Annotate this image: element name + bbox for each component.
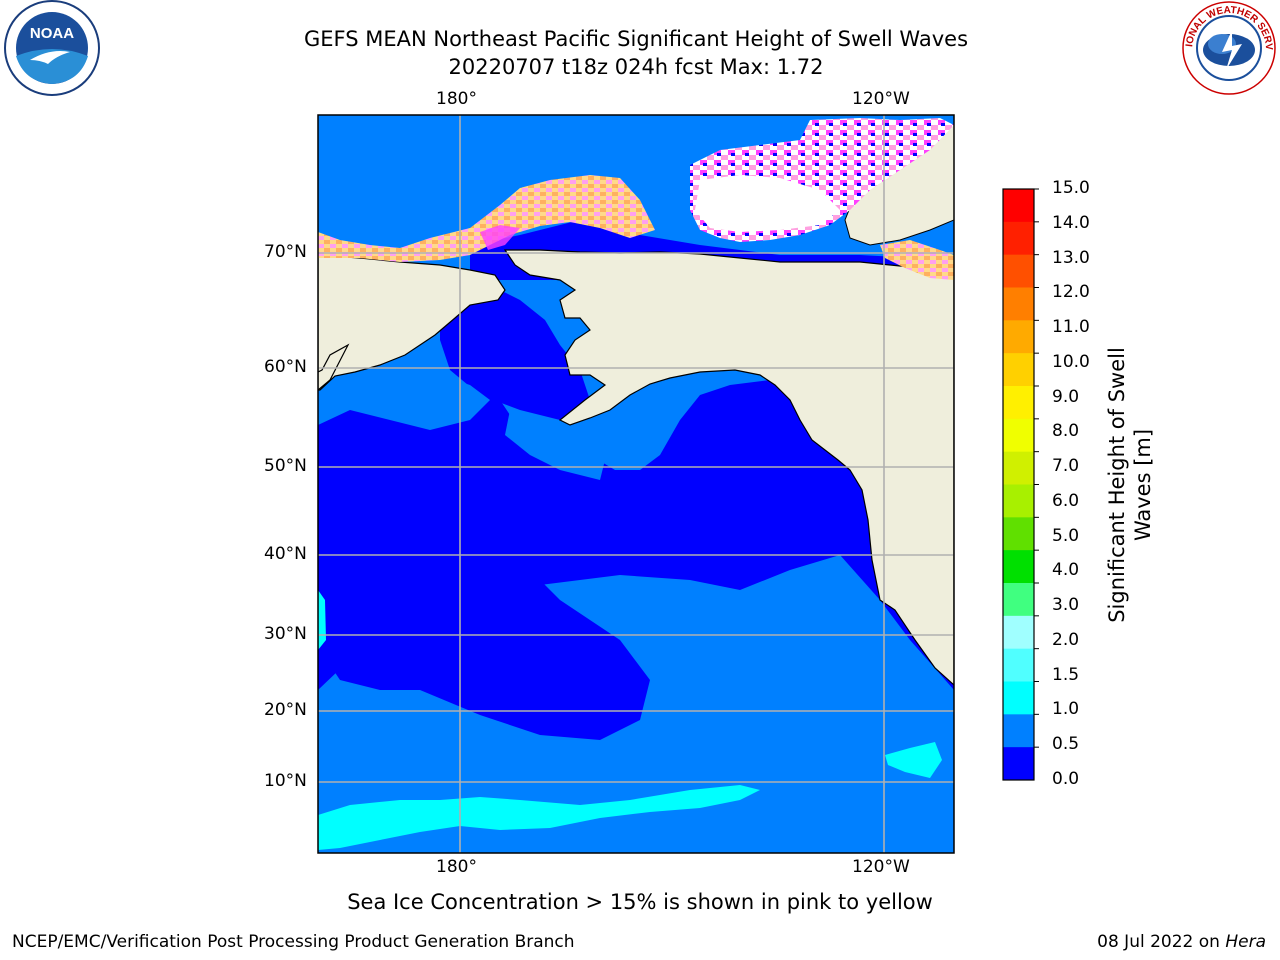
land-siberia <box>318 254 506 391</box>
footer-host: Hera <box>1225 932 1266 952</box>
lon-label-bottom-120w: 120°W <box>852 857 910 877</box>
colorbar-tick-label: 12.0 <box>1052 282 1090 303</box>
lat-label-30n: 30°N <box>264 624 307 644</box>
lat-label-60n: 60°N <box>264 357 307 377</box>
noaa-logo: NOAA <box>4 0 100 96</box>
sea-ice-caption: Sea Ice Concentration > 15% is shown in … <box>347 890 933 914</box>
sea-ice-white <box>695 175 840 232</box>
lat-label-10n: 10°N <box>264 771 307 791</box>
colorbar-tick-label: 1.5 <box>1052 664 1080 685</box>
swell-band-cyan-hawaii <box>885 742 942 778</box>
colorbar-tick-label: 7.0 <box>1052 456 1080 477</box>
colorbar-segment <box>1003 550 1034 584</box>
colorbar-segment <box>1003 287 1034 321</box>
colorbar-segment <box>1003 221 1034 256</box>
colorbar-tick-label: 10.0 <box>1052 351 1090 372</box>
sea-ice-east-siberian <box>318 175 655 262</box>
lon-label-bottom-180: 180° <box>436 857 477 877</box>
colorbar-tick-label: 0.0 <box>1052 769 1080 789</box>
colorbar-segment <box>1003 747 1034 781</box>
colorbar-tick-label: 0.5 <box>1052 734 1080 755</box>
land-north-america <box>503 249 954 686</box>
colorbar-tick-label: 13.0 <box>1052 247 1090 268</box>
colorbar-segment <box>1003 189 1034 223</box>
map-subtitle: 20220707 t18z 024h fcst Max: 1.72 <box>448 55 824 79</box>
colorbar-segment <box>1003 484 1034 518</box>
colorbar-label-line2: Waves [m] <box>1131 429 1155 541</box>
sea-ice-chukchi-pink <box>480 225 520 250</box>
sea-ice-east <box>880 240 954 280</box>
graticule <box>318 115 954 853</box>
footer-date-text: 08 Jul 2022 on <box>1097 932 1226 952</box>
colorbar-tick-label: 5.0 <box>1052 525 1080 546</box>
colorbar-segment <box>1003 648 1034 682</box>
colorbar-tick-label: 6.0 <box>1052 490 1080 511</box>
colorbar-segment <box>1003 386 1034 420</box>
lat-label-50n: 50°N <box>264 456 307 476</box>
colorbar-label-line1: Significant Height of Swell <box>1105 347 1129 623</box>
colorbar-frame <box>1002 188 1035 781</box>
colorbar <box>1003 188 1039 781</box>
swell-band-low-blob <box>320 560 650 740</box>
colorbar-tick-label: 2.0 <box>1052 629 1080 650</box>
colorbar-segment <box>1003 681 1034 715</box>
colorbar-tick-label: 3.0 <box>1052 595 1080 616</box>
colorbar-tick-label: 9.0 <box>1052 386 1080 407</box>
colorbar-tick-label: 14.0 <box>1052 212 1090 233</box>
colorbar-segment <box>1003 714 1034 748</box>
colorbar-segment <box>1003 583 1034 617</box>
colorbar-segment <box>1003 353 1034 387</box>
swell-band-mid-north2 <box>505 410 605 480</box>
map-area <box>318 115 954 853</box>
lon-label-top-180: 180° <box>436 89 477 109</box>
lat-label-70n: 70°N <box>264 242 307 262</box>
map-frame <box>317 114 955 854</box>
swell-band-cyan-south <box>318 785 760 850</box>
noaa-logo-text: NOAA <box>30 25 74 42</box>
colorbar-segment <box>1003 517 1034 551</box>
footer-branch: NCEP/EMC/Verification Post Processing Pr… <box>12 932 575 952</box>
lat-label-20n: 20°N <box>264 700 307 720</box>
colorbar-tick-label: 8.0 <box>1052 421 1080 442</box>
nws-logo: NATIONAL WEATHER SERVICE <box>0 0 1276 95</box>
lat-label-40n: 40°N <box>264 544 307 564</box>
colorbar-segment <box>1003 418 1034 453</box>
map-title: GEFS MEAN Northeast Pacific Significant … <box>303 27 969 51</box>
colorbar-tick-label: 11.0 <box>1052 317 1090 338</box>
colorbar-segment <box>1003 451 1034 485</box>
colorbar-segment <box>1003 254 1034 288</box>
colorbar-segment <box>1003 320 1034 354</box>
footer-date: 08 Jul 2022 on Hera <box>1097 932 1266 952</box>
colorbar-segment <box>1003 615 1034 650</box>
swell-band-mid-north <box>330 370 490 430</box>
lon-label-top-120w: 120°W <box>852 89 910 109</box>
colorbar-tick-label: 15.0 <box>1052 178 1090 198</box>
colorbar-tick-label: 4.0 <box>1052 560 1080 581</box>
nws-logo-text: NATIONAL WEATHER SERVICE <box>0 0 1274 51</box>
colorbar-tick-label: 1.0 <box>1052 699 1080 720</box>
swell-band-bering <box>440 285 590 420</box>
